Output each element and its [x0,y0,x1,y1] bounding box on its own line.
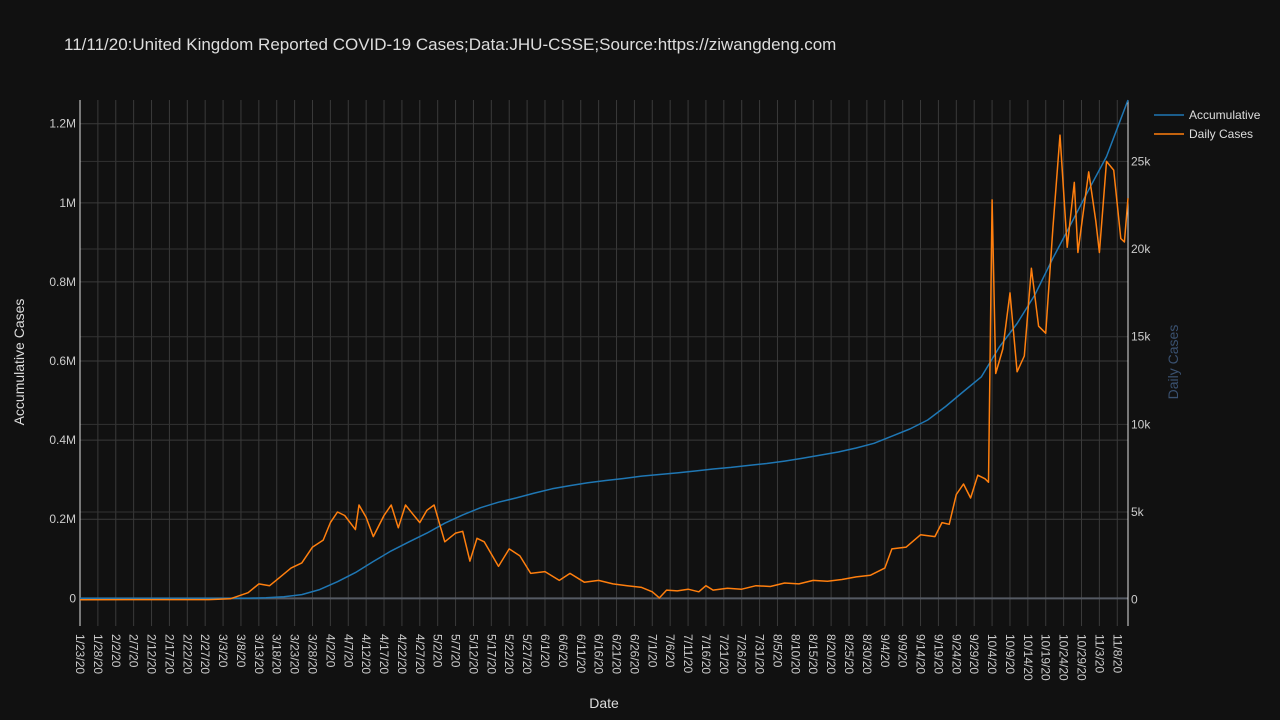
x-tick-label: 8/30/20 [860,634,874,674]
x-tick-label: 6/1/20 [538,634,552,668]
x-tick-label: 3/23/20 [288,634,302,674]
x-tick-label: 8/25/20 [842,634,856,674]
x-tick-label: 10/19/20 [1039,634,1053,681]
y-right-tick-label: 20k [1131,242,1151,256]
x-tick-label: 2/2/20 [109,634,123,668]
y-left-tick-label: 1M [59,196,76,210]
x-tick-label: 3/3/20 [216,634,230,668]
x-tick-label: 5/12/20 [466,634,480,674]
x-tick-label: 4/12/20 [359,634,373,674]
axis-labels: Date Accumulative Cases Daily Cases [11,299,1181,711]
legend-label[interactable]: Daily Cases [1189,127,1253,141]
y-left-tick-label: 0.6M [49,354,76,368]
x-tick-label: 5/27/20 [520,634,534,674]
x-tick-label: 9/9/20 [896,634,910,668]
x-tick-label: 3/8/20 [234,634,248,668]
y-right-tick-label: 25k [1131,154,1151,168]
x-axis-title: Date [589,695,619,711]
y-axis-left-title: Accumulative Cases [11,299,27,426]
series-line-accumulative [80,99,1129,600]
axes: 1/23/20 1/28/20 2/2/20 2/7/20 2/12/20 2/17/20… [49,100,1151,681]
x-tick-label: 9/14/20 [914,634,928,674]
x-tick-label: 5/7/20 [449,634,463,668]
x-tick-label: 1/23/20 [73,634,87,674]
x-tick-label: 10/4/20 [985,634,999,674]
x-tick-label: 3/13/20 [252,634,266,674]
y-left-tick-label: 0.4M [49,433,76,447]
x-tick-label: 10/14/20 [1021,634,1035,681]
x-tick-label: 8/10/20 [788,634,802,674]
x-tick-label: 4/17/20 [377,634,391,674]
x-tick-label: 7/6/20 [663,634,677,668]
series-lines [79,99,1129,601]
x-tick-label: 1/28/20 [91,634,105,674]
x-tick-label: 3/28/20 [305,634,319,674]
x-tick-label: 2/7/20 [127,634,141,668]
x-tick-label: 8/15/20 [806,634,820,674]
y-left-tick-label: 0 [69,591,76,605]
chart-title: 11/11/20:United Kingdom Reported COVID-1… [64,35,836,54]
x-tick-label: 7/16/20 [699,634,713,674]
legend-label[interactable]: Accumulative [1189,108,1261,122]
x-tick-label: 2/22/20 [180,634,194,674]
x-tick-label: 5/17/20 [484,634,498,674]
x-tick-label: 7/11/20 [681,634,695,673]
x-tick-label: 10/29/20 [1075,634,1089,681]
y-right-tick-label: 5k [1131,505,1145,519]
y-right-tick-label: 0 [1131,593,1138,607]
x-tick-label: 2/12/20 [145,634,159,674]
x-tick-label: 11/3/20 [1092,634,1106,673]
x-tick-label: 8/20/20 [824,634,838,674]
x-tick-label: 10/24/20 [1057,634,1071,681]
x-tick-label: 2/27/20 [198,634,212,674]
x-tick-label: 9/24/20 [949,634,963,674]
x-tick-label: 7/1/20 [645,634,659,668]
y-axis-right-title: Daily Cases [1165,325,1181,400]
x-tick-label: 3/18/20 [270,634,284,674]
grid-lines [79,100,1128,626]
series-line-daily-cases [79,134,1129,601]
x-tick-label: 9/4/20 [878,634,892,668]
legend: Accumulative Daily Cases [1154,108,1261,141]
x-tick-label: 10/9/20 [1003,634,1017,674]
y-left-tick-label: 0.2M [49,512,76,526]
x-tick-label: 9/29/20 [967,634,981,674]
y-left-tick-label: 0.8M [49,275,76,289]
y-left-tick-label: 1.2M [49,117,76,131]
y-right-tick-label: 10k [1131,417,1151,431]
x-tick-label: 5/2/20 [431,634,445,668]
x-tick-label: 7/31/20 [753,634,767,674]
x-tick-label: 7/21/20 [717,634,731,674]
y-right-tick-label: 15k [1131,330,1151,344]
x-tick-label: 9/19/20 [931,634,945,674]
x-tick-label: 7/26/20 [735,634,749,674]
x-tick-label: 4/22/20 [395,634,409,674]
x-tick-label: 6/26/20 [627,634,641,674]
x-tick-label: 6/21/20 [610,634,624,674]
x-tick-label: 2/17/20 [162,634,176,674]
x-tick-label: 4/2/20 [323,634,337,668]
x-tick-label: 6/16/20 [592,634,606,674]
x-tick-label: 4/27/20 [413,634,427,674]
x-tick-label: 11/8/20 [1110,634,1124,673]
x-tick-label: 6/11/20 [574,634,588,673]
x-tick-label: 6/6/20 [556,634,570,668]
x-tick-label: 8/5/20 [770,634,784,668]
x-tick-label: 4/7/20 [341,634,355,668]
x-tick-label: 5/22/20 [502,634,516,674]
